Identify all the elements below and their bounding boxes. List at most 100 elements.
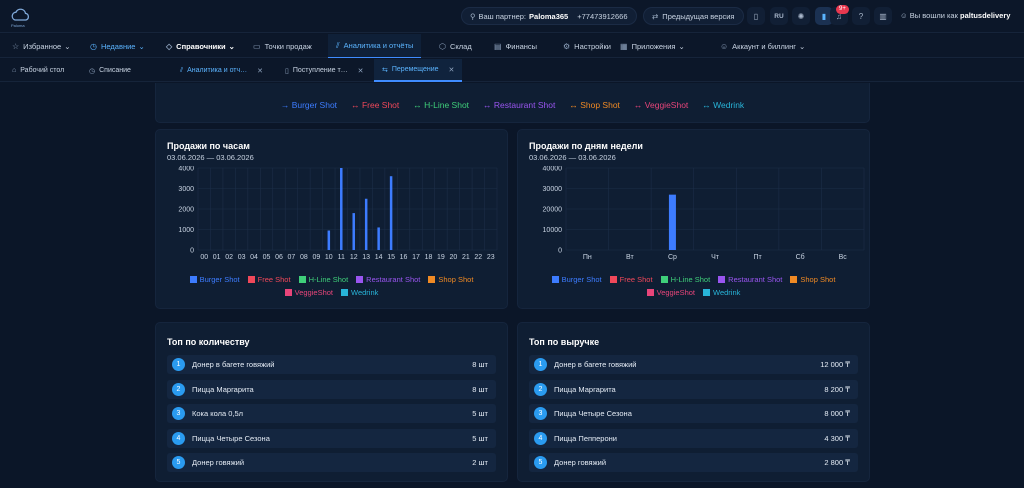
venue-filter-burger-shot[interactable]: → Burger Shot [281,100,337,110]
tab-label: Списание [99,67,131,74]
x-tick-label: Пн [583,254,592,261]
hourly-legend: Burger Shot Free Shot H-Line Shot Restauran… [156,275,507,284]
list-item[interactable]: 2 Пицца Маргарита 8 шт [167,379,496,399]
bar-15[interactable] [389,176,393,250]
venue-filter-h-line-shot[interactable]: ↔ H-Line Shot [413,100,469,110]
tab-4[interactable]: ▯ Поступление т… ✕ [285,59,364,82]
list-item[interactable]: 4 Пицца Четыре Сезона 5 шт [167,428,496,448]
legend-burger-shot[interactable]: Burger Shot [551,275,602,284]
bar-ср[interactable] [668,194,676,250]
y-tick-label: 0 [190,248,194,255]
list-item[interactable]: 5 Донер говяжий 2 шт [167,453,496,472]
nav-item-8[interactable]: ⚙ Настройки [563,34,611,58]
tab-label: Поступление т… [292,67,348,74]
x-tick-label: 22 [474,254,482,261]
cloud-logo-icon[interactable] [10,6,32,28]
arrow-icon: ↔ [702,100,714,110]
tab-3[interactable]: ⫽ Аналитика и отч… ✕ [180,59,263,82]
venue-filter-shop-shot[interactable]: ↔ Shop Shot [569,100,620,110]
user-info[interactable]: ☺ Вы вошли как paltusdelivery [900,11,1010,20]
item-value: 5 шт [472,409,488,418]
nav-item-1[interactable]: ☆ Избранное ⌄ [12,34,70,58]
bar-11[interactable] [340,168,343,250]
list-item[interactable]: 4 Пицца Пепперони 4 300 ₸ [529,428,858,448]
x-tick-label: 00 [200,254,208,261]
legend-swatch [790,276,798,283]
x-tick-label: 16 [400,254,408,261]
phone-icon[interactable]: ▯ [747,7,765,25]
nav-label: Настройки [574,41,611,51]
close-icon[interactable]: ✕ [448,66,455,74]
bar-12[interactable] [352,213,355,250]
list-item[interactable]: 1 Донер в багете говяжий 12 000 ₸ [529,355,858,374]
y-tick-label: 1000 [178,227,194,234]
bar-14[interactable] [377,227,380,250]
close-icon[interactable]: ✕ [257,67,264,75]
logo-text: Paloma [11,23,25,28]
legend-swatch [298,276,306,283]
nav-item-9[interactable]: ▦ Приложения ⌄ [620,34,685,58]
legend-swatch [189,276,197,283]
nav-label: Склад [449,41,472,51]
mobile-icon[interactable]: ▮ [815,7,833,25]
item-name: Донер в багете говяжий [554,360,637,369]
nav-item-6[interactable]: ⬡ Склад [439,34,472,58]
list-item[interactable]: 3 Кока кола 0,5л 5 шт [167,404,496,423]
list-item[interactable]: 2 Пицца Маргарита 8 200 ₸ [529,379,858,399]
legend-wedrink[interactable]: Wedrink [703,288,740,297]
partner-pill[interactable]: ⚲ Ваш партнер: Paloma365 +77473912666 [461,7,637,25]
hourly-sales-chart: 0 1000 2000 3000 4000 00 01 02 03 04 05 06 07 08 09 10 1… [178,166,498,261]
legend-burger-shot[interactable]: Burger Shot [189,275,240,284]
nav-item-5[interactable]: ⫽ Аналитика и отчёты [328,34,422,58]
nav-item-4[interactable]: ▭ Точки продаж [253,34,312,58]
venue-filter-restaurant-shot[interactable]: ↔ Restaurant Shot [483,100,555,110]
legend-restaurant-shot[interactable]: Restaurant Shot [718,275,782,284]
nav-item-7[interactable]: ▤ Финансы [494,34,537,58]
book-icon[interactable]: ▥ [874,7,892,25]
legend-veggieshot[interactable]: VeggieShot [284,288,333,297]
legend-free-shot[interactable]: Free Shot [247,275,291,284]
main-content: → Burger Shot ↔ Free Shot ↔ H-Line Shot ↔ R… [0,83,1024,488]
x-tick-label: Ср [668,254,677,261]
home-icon: ⌂ [12,67,17,74]
legend-free-shot[interactable]: Free Shot [609,275,653,284]
legend-wedrink[interactable]: Wedrink [341,288,378,297]
x-tick-label: 11 [338,254,345,261]
x-tick-label: 10 [325,254,333,261]
bar-10[interactable] [327,230,331,250]
legend-h-line-shot[interactable]: H-Line Shot [298,275,348,284]
hourly-title: Продажи по часам [167,141,250,151]
prev-version-button[interactable]: ⇄ Предыдущая версия [643,7,744,25]
nav-item-10[interactable]: ☺ Аккаунт и биллинг ⌄ [720,34,805,58]
list-item[interactable]: 1 Донер в багете говяжий 8 шт [167,355,496,374]
list-item[interactable]: 5 Донер говяжий 2 800 ₸ [529,453,858,472]
sun-icon[interactable]: ✺ [792,7,810,25]
legend-h-line-shot[interactable]: H-Line Shot [660,275,710,284]
venue-filter-free-shot[interactable]: ↔ Free Shot [351,100,399,110]
legend-shop-shot[interactable]: Shop Shot [790,275,835,284]
nav-label: Аналитика и отчёты [343,41,414,50]
venue-filter-wedrink[interactable]: ↔ Wedrink [702,100,744,110]
help-icon[interactable]: ? [852,7,870,25]
venue-filter-veggieshot[interactable]: ↔ VeggieShot [634,100,688,110]
nav-label: Финансы [505,41,538,51]
nav-item-3[interactable]: ◇ Справочники ⌄ [166,34,235,58]
legend-shop-shot[interactable]: Shop Shot [428,275,473,284]
tab-5[interactable]: ⇆ Перемещение ✕ [374,59,463,82]
lang-button[interactable]: RU [770,7,788,25]
bar-13[interactable] [364,198,368,250]
legend-veggieshot[interactable]: VeggieShot [646,288,695,297]
close-icon[interactable]: ✕ [357,67,364,75]
list-item[interactable]: 3 Пицца Четыре Сезона 8 000 ₸ [529,404,858,423]
legend-restaurant-shot[interactable]: Restaurant Shot [356,275,420,284]
x-tick-label: 07 [288,254,296,261]
rank-badge: 5 [534,456,547,469]
partner-name: Paloma365 [529,11,569,21]
tab-1[interactable]: ⌂ Рабочий стол [12,59,64,82]
nav-item-2[interactable]: ◷ Недавние ⌄ [90,34,145,58]
tab-2[interactable]: ◷ Списание [89,59,131,82]
item-value: 2 шт [472,458,488,467]
legend-label: VeggieShot [294,288,333,297]
x-tick-label: Вт [626,254,634,261]
x-tick-label: Чт [711,254,720,261]
